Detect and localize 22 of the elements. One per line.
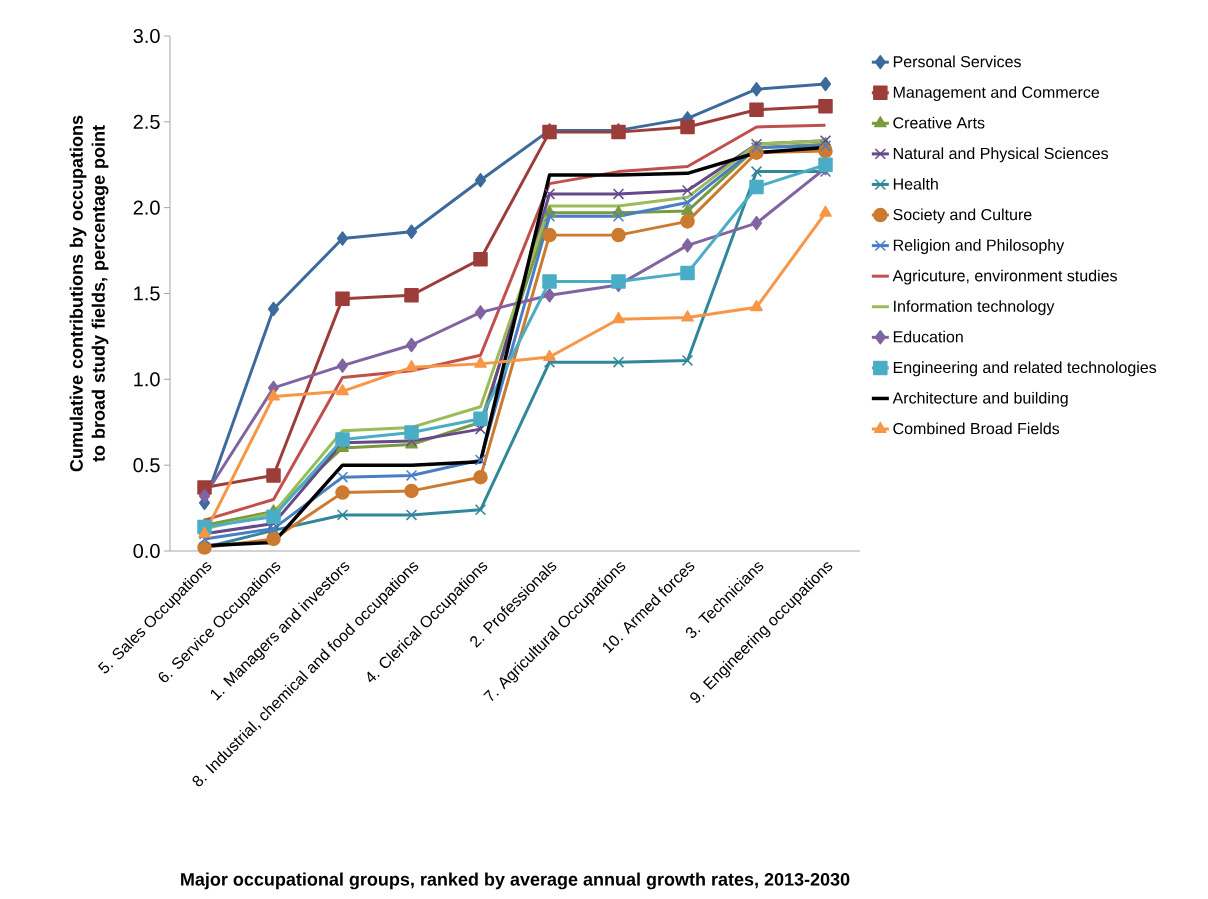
legend-label: Creative Arts	[893, 116, 985, 129]
y-tick-label: 3.0	[133, 28, 160, 44]
legend-label: Management and Commerce	[893, 86, 1100, 102]
legend-label: Health	[893, 177, 938, 190]
y-tick-label: 1.5	[134, 286, 160, 301]
legend-label: Agricuture, environment studies	[892, 269, 1117, 285]
legend-label: Personal Services	[893, 55, 1021, 68]
y-tick-label: 2.0	[133, 200, 160, 215]
legend-label: Natural and Physical Sciences	[893, 147, 1109, 163]
legend-label: Information technology	[894, 300, 1055, 316]
legend-label: Engineering and related technologies	[893, 361, 1157, 377]
x-axis-title: Major occupational groups, ranked by average annual growth rates, 2013-2030	[181, 872, 850, 890]
y-tick-label: 0.5	[133, 458, 160, 473]
legend-label: Education	[893, 330, 963, 343]
legend-label: Architecture and building	[892, 391, 1068, 407]
y-axis-title: Cumulative contributions by occupations to broad study fields, percentage point	[69, 115, 109, 472]
legend-label: Religion and Philosophy	[893, 239, 1065, 254]
y-tick-label: 0.0	[133, 543, 160, 559]
legend-label: Combined Broad Fields	[893, 422, 1060, 435]
y-tick-label: 1.0	[134, 372, 160, 387]
legend-label: Society and Culture	[893, 208, 1032, 224]
y-tick-label: 2.5	[133, 114, 160, 129]
